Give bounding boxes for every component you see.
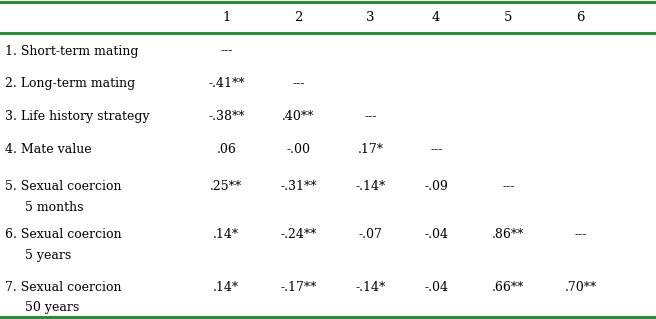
Text: ---: ---: [293, 77, 304, 90]
Text: -.24**: -.24**: [280, 228, 317, 241]
Text: 6: 6: [577, 11, 584, 24]
Text: 5 years: 5 years: [25, 249, 72, 262]
Text: 3. Life history strategy: 3. Life history strategy: [5, 110, 150, 123]
Text: .06: .06: [216, 144, 236, 156]
Text: 4: 4: [432, 11, 440, 24]
Text: -.14*: -.14*: [356, 281, 386, 293]
Text: 2: 2: [295, 11, 302, 24]
Text: ---: ---: [220, 45, 232, 57]
Text: 1. Short-term mating: 1. Short-term mating: [5, 45, 139, 57]
Text: .86**: .86**: [492, 228, 525, 241]
Text: ---: ---: [502, 180, 514, 193]
Text: 5: 5: [504, 11, 512, 24]
Text: .25**: .25**: [211, 180, 242, 193]
Text: ---: ---: [430, 144, 442, 156]
Text: .17*: .17*: [358, 144, 384, 156]
Text: .70**: .70**: [564, 281, 597, 293]
Text: 5 months: 5 months: [25, 201, 83, 214]
Text: .14*: .14*: [213, 228, 239, 241]
Text: .14*: .14*: [213, 281, 239, 293]
Text: 1: 1: [222, 11, 230, 24]
Text: .40**: .40**: [282, 110, 315, 123]
Text: -.31**: -.31**: [280, 180, 317, 193]
Text: -.41**: -.41**: [208, 77, 245, 90]
Text: ---: ---: [575, 228, 586, 241]
Text: 6. Sexual coercion: 6. Sexual coercion: [5, 228, 122, 241]
Text: -.00: -.00: [287, 144, 310, 156]
Text: 3: 3: [367, 11, 375, 24]
Text: 7. Sexual coercion: 7. Sexual coercion: [5, 281, 122, 293]
Text: 50 years: 50 years: [25, 301, 79, 314]
Text: ---: ---: [365, 110, 377, 123]
Text: -.17**: -.17**: [280, 281, 317, 293]
Text: 2. Long-term mating: 2. Long-term mating: [5, 77, 136, 90]
Text: 5. Sexual coercion: 5. Sexual coercion: [5, 180, 122, 193]
Text: .66**: .66**: [492, 281, 525, 293]
Text: -.04: -.04: [424, 228, 448, 241]
Text: 4. Mate value: 4. Mate value: [5, 144, 92, 156]
Text: -.04: -.04: [424, 281, 448, 293]
Text: -.07: -.07: [359, 228, 382, 241]
Text: -.14*: -.14*: [356, 180, 386, 193]
Text: -.38**: -.38**: [208, 110, 245, 123]
Text: -.09: -.09: [424, 180, 448, 193]
